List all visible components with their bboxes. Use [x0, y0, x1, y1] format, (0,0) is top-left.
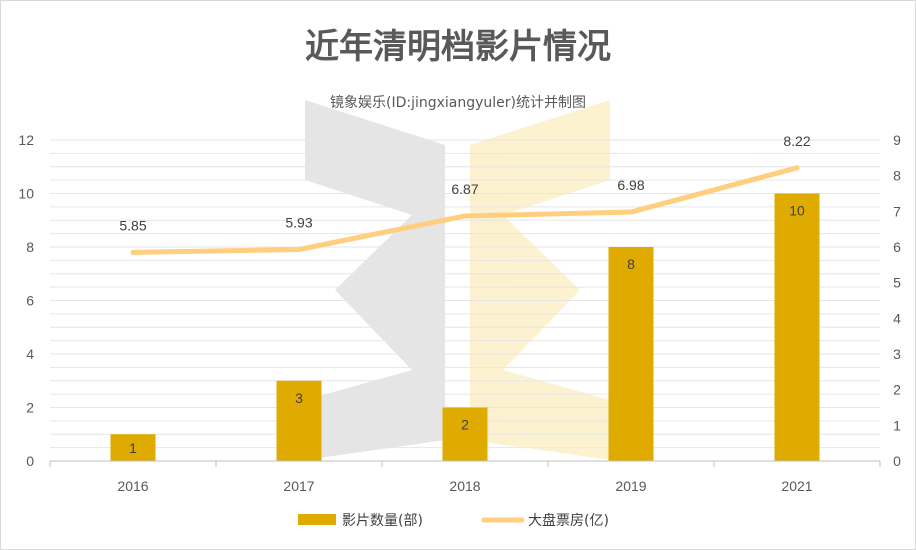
y-right-tick-label: 2 — [893, 382, 901, 398]
y-left-tick-label: 0 — [26, 453, 34, 469]
y-left-tick-label: 8 — [26, 239, 34, 255]
bar-2021 — [774, 193, 820, 461]
y-right-tick-label: 5 — [893, 275, 901, 291]
y-left-tick-label: 2 — [26, 400, 34, 416]
bar-2017 — [276, 380, 322, 461]
legend-label-bar: 影片数量(部) — [342, 513, 423, 529]
y-right-tick-label: 9 — [893, 132, 901, 148]
y-left-tick-label: 4 — [26, 346, 34, 362]
line-point-2016 — [130, 249, 136, 255]
y-left-tick-label: 6 — [26, 293, 34, 309]
legend: 影片数量(部) 大盘票房(亿) — [298, 512, 609, 529]
legend-swatch-bar — [298, 514, 336, 525]
x-tick-label: 2017 — [283, 478, 314, 494]
y-right-tick-label: 7 — [893, 203, 901, 219]
y-right-tick-label: 0 — [893, 453, 901, 469]
bar-data-label: 2 — [461, 417, 469, 433]
line-point-2017 — [296, 246, 302, 252]
chart-title: 近年清明档影片情况 — [305, 27, 611, 67]
y-right-tick-label: 8 — [893, 168, 901, 184]
y-left-tick-label: 12 — [18, 132, 34, 148]
line-point-2018 — [462, 213, 468, 219]
bar-2019 — [608, 247, 654, 461]
legend-label-line: 大盘票房(亿) — [528, 512, 609, 529]
bar-data-label: 3 — [295, 390, 303, 406]
y-right-tick-label: 3 — [893, 346, 901, 362]
line-data-label: 5.85 — [119, 217, 146, 233]
line-data-label: 6.98 — [617, 177, 644, 193]
bar-2018 — [442, 407, 488, 461]
x-tick-label: 2016 — [117, 478, 148, 494]
line-point-2019 — [628, 209, 634, 215]
y-right-tick-label: 4 — [893, 310, 901, 326]
x-tick-label: 2018 — [449, 478, 480, 494]
line-data-label: 5.93 — [285, 214, 312, 230]
line-data-label: 8.22 — [783, 133, 810, 149]
y-right-tick-label: 6 — [893, 239, 901, 255]
line-data-label: 6.87 — [451, 181, 478, 197]
bar-2016 — [110, 434, 156, 461]
x-tick-label: 2021 — [781, 478, 812, 494]
bar-data-label: 8 — [627, 256, 635, 272]
y-right-tick-label: 1 — [893, 417, 901, 433]
y-left-tick-label: 10 — [18, 186, 34, 202]
chart-subtitle: 镜象娱乐(ID:jingxiangyuler)统计并制图 — [330, 95, 586, 111]
watermark-logo — [305, 100, 610, 460]
x-tick-label: 2019 — [615, 478, 646, 494]
bar-data-label: 1 — [129, 440, 137, 456]
bar-data-label: 10 — [789, 203, 805, 219]
line-point-2021 — [794, 165, 800, 171]
